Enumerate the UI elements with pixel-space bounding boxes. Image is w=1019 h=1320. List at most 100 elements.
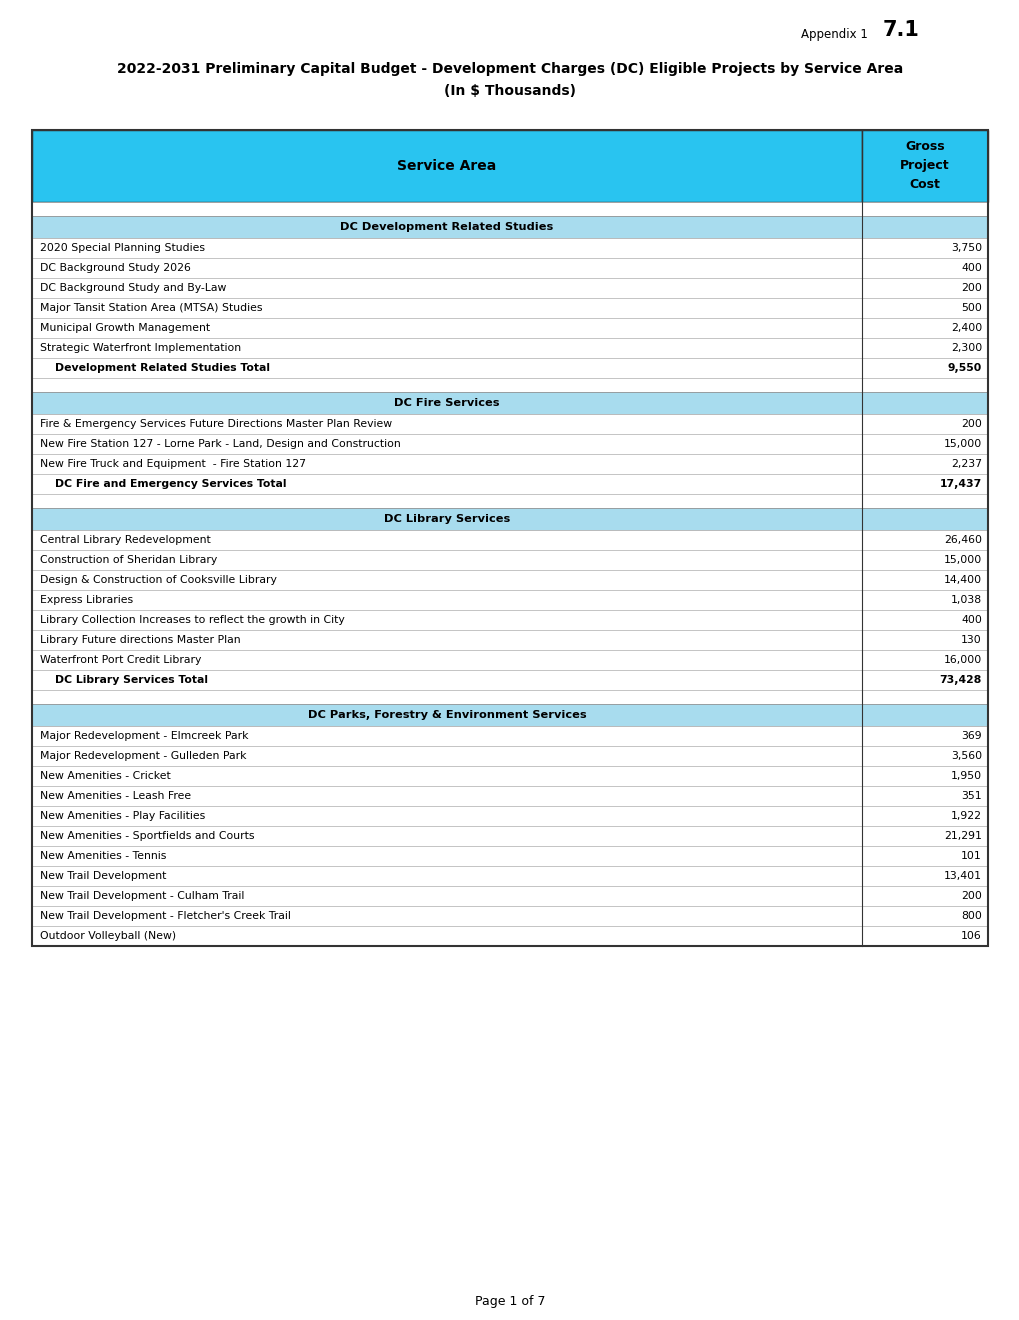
Text: Municipal Growth Management: Municipal Growth Management: [40, 323, 210, 333]
Text: Service Area: Service Area: [397, 158, 496, 173]
Text: DC Fire Services: DC Fire Services: [394, 399, 499, 408]
Text: 2020 Special Planning Studies: 2020 Special Planning Studies: [40, 243, 205, 253]
Text: 2,400: 2,400: [950, 323, 981, 333]
Text: 400: 400: [960, 615, 981, 624]
Text: 351: 351: [961, 791, 981, 801]
Text: New Amenities - Tennis: New Amenities - Tennis: [40, 851, 166, 861]
FancyBboxPatch shape: [861, 610, 987, 630]
FancyBboxPatch shape: [32, 886, 861, 906]
Text: DC Development Related Studies: DC Development Related Studies: [340, 222, 553, 232]
Text: 15,000: 15,000: [943, 554, 981, 565]
Text: Appendix 1: Appendix 1: [800, 28, 867, 41]
Text: 200: 200: [960, 891, 981, 902]
FancyBboxPatch shape: [32, 338, 861, 358]
FancyBboxPatch shape: [861, 434, 987, 454]
Text: 9,550: 9,550: [947, 363, 981, 374]
FancyBboxPatch shape: [861, 807, 987, 826]
Text: Page 1 of 7: Page 1 of 7: [474, 1295, 545, 1308]
Text: 2,300: 2,300: [950, 343, 981, 352]
Text: 1,950: 1,950: [950, 771, 981, 781]
FancyBboxPatch shape: [32, 927, 861, 946]
Text: 500: 500: [960, 304, 981, 313]
Text: 15,000: 15,000: [943, 440, 981, 449]
FancyBboxPatch shape: [32, 704, 861, 726]
Text: 130: 130: [960, 635, 981, 645]
FancyBboxPatch shape: [861, 785, 987, 807]
FancyBboxPatch shape: [861, 129, 987, 202]
Text: 7.1: 7.1: [882, 20, 919, 40]
FancyBboxPatch shape: [861, 508, 987, 531]
Text: 3,560: 3,560: [950, 751, 981, 762]
FancyBboxPatch shape: [861, 318, 987, 338]
Text: 14,400: 14,400: [943, 576, 981, 585]
Text: DC Parks, Forestry & Environment Services: DC Parks, Forestry & Environment Service…: [308, 710, 586, 719]
FancyBboxPatch shape: [861, 378, 987, 392]
FancyBboxPatch shape: [32, 906, 861, 927]
FancyBboxPatch shape: [32, 257, 861, 279]
FancyBboxPatch shape: [32, 216, 861, 238]
FancyBboxPatch shape: [861, 474, 987, 494]
FancyBboxPatch shape: [32, 474, 861, 494]
Text: 2,237: 2,237: [950, 459, 981, 469]
FancyBboxPatch shape: [861, 202, 987, 216]
FancyBboxPatch shape: [32, 671, 861, 690]
FancyBboxPatch shape: [861, 550, 987, 570]
Text: Fire & Emergency Services Future Directions Master Plan Review: Fire & Emergency Services Future Directi…: [40, 418, 391, 429]
FancyBboxPatch shape: [32, 531, 861, 550]
Text: Waterfront Port Credit Library: Waterfront Port Credit Library: [40, 655, 201, 665]
FancyBboxPatch shape: [32, 392, 861, 414]
FancyBboxPatch shape: [861, 358, 987, 378]
FancyBboxPatch shape: [861, 570, 987, 590]
Text: New Trail Development - Fletcher's Creek Trail: New Trail Development - Fletcher's Creek…: [40, 911, 290, 921]
FancyBboxPatch shape: [861, 454, 987, 474]
FancyBboxPatch shape: [32, 414, 861, 434]
Text: Development Related Studies Total: Development Related Studies Total: [40, 363, 270, 374]
FancyBboxPatch shape: [861, 649, 987, 671]
FancyBboxPatch shape: [32, 298, 861, 318]
FancyBboxPatch shape: [32, 129, 861, 202]
Text: New Trail Development: New Trail Development: [40, 871, 166, 880]
FancyBboxPatch shape: [861, 766, 987, 785]
Text: (In $ Thousands): (In $ Thousands): [443, 84, 576, 98]
FancyBboxPatch shape: [861, 414, 987, 434]
Text: New Trail Development - Culham Trail: New Trail Development - Culham Trail: [40, 891, 245, 902]
FancyBboxPatch shape: [861, 630, 987, 649]
FancyBboxPatch shape: [861, 690, 987, 704]
FancyBboxPatch shape: [861, 746, 987, 766]
Text: 369: 369: [961, 731, 981, 741]
Text: New Fire Station 127 - Lorne Park - Land, Design and Construction: New Fire Station 127 - Lorne Park - Land…: [40, 440, 400, 449]
FancyBboxPatch shape: [32, 279, 861, 298]
Text: DC Library Services Total: DC Library Services Total: [40, 675, 208, 685]
Text: 1,922: 1,922: [950, 810, 981, 821]
FancyBboxPatch shape: [861, 531, 987, 550]
Text: Major Redevelopment - Gulleden Park: Major Redevelopment - Gulleden Park: [40, 751, 247, 762]
FancyBboxPatch shape: [861, 704, 987, 726]
Text: 2022-2031 Preliminary Capital Budget - Development Charges (DC) Eligible Project: 2022-2031 Preliminary Capital Budget - D…: [117, 62, 902, 77]
Text: 400: 400: [960, 263, 981, 273]
FancyBboxPatch shape: [32, 746, 861, 766]
FancyBboxPatch shape: [32, 508, 861, 531]
Text: 13,401: 13,401: [943, 871, 981, 880]
Text: 21,291: 21,291: [944, 832, 981, 841]
Text: New Amenities - Cricket: New Amenities - Cricket: [40, 771, 170, 781]
Text: New Amenities - Sportfields and Courts: New Amenities - Sportfields and Courts: [40, 832, 255, 841]
Text: 101: 101: [960, 851, 981, 861]
Text: New Amenities - Play Facilities: New Amenities - Play Facilities: [40, 810, 205, 821]
FancyBboxPatch shape: [861, 392, 987, 414]
Text: DC Fire and Emergency Services Total: DC Fire and Emergency Services Total: [40, 479, 286, 488]
FancyBboxPatch shape: [32, 826, 861, 846]
FancyBboxPatch shape: [32, 766, 861, 785]
FancyBboxPatch shape: [32, 358, 861, 378]
Text: Express Libraries: Express Libraries: [40, 595, 133, 605]
Text: 200: 200: [960, 418, 981, 429]
Text: New Amenities - Leash Free: New Amenities - Leash Free: [40, 791, 191, 801]
FancyBboxPatch shape: [861, 826, 987, 846]
FancyBboxPatch shape: [861, 279, 987, 298]
FancyBboxPatch shape: [32, 807, 861, 826]
FancyBboxPatch shape: [861, 257, 987, 279]
Text: 1,038: 1,038: [950, 595, 981, 605]
FancyBboxPatch shape: [32, 846, 861, 866]
Text: Construction of Sheridan Library: Construction of Sheridan Library: [40, 554, 217, 565]
Text: 26,460: 26,460: [943, 535, 981, 545]
Text: Central Library Redevelopment: Central Library Redevelopment: [40, 535, 211, 545]
